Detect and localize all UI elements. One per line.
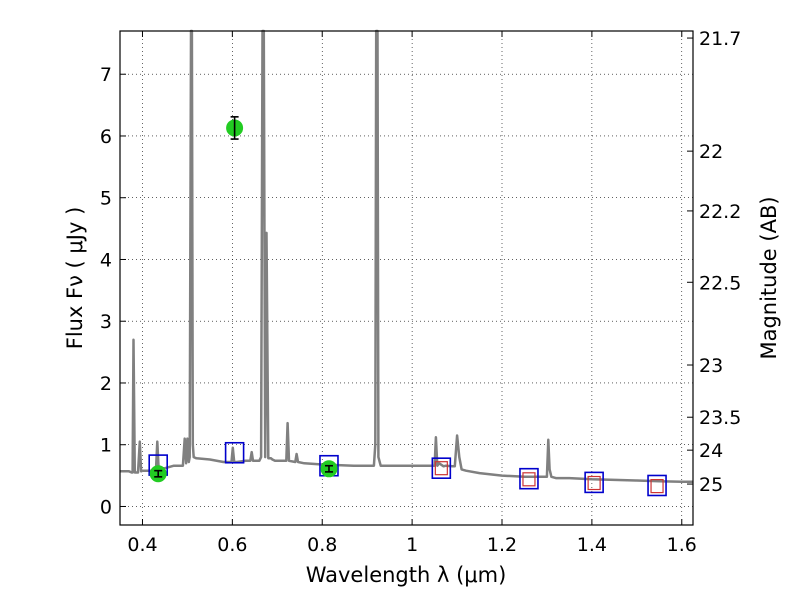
y-tick-label: 1	[100, 435, 112, 457]
mag-tick-label: 24	[699, 440, 723, 462]
mag-tick-label: 22.5	[699, 272, 741, 294]
x-tick-label: 0.6	[217, 534, 247, 556]
nir-photometry-square	[434, 461, 448, 476]
tick-layer: 0.4 0.6 0.8 1 1.2 1.4 1.60123456721.72222.222.…	[100, 28, 741, 556]
x-tick-label: 1.4	[577, 534, 607, 556]
y-axis-label: Flux Fν ( μJy )	[63, 207, 87, 350]
model-photometry-square	[224, 441, 245, 464]
mag-tick-label: 25	[699, 474, 723, 496]
y-tick-label: 0	[100, 496, 112, 518]
model-photometry-square	[647, 474, 667, 497]
x-tick-label: 1.6	[667, 534, 697, 556]
y2-axis-label: Magnitude (AB)	[757, 196, 781, 359]
nir-photometry-square	[650, 478, 664, 494]
spectrum-layer	[120, 29, 693, 484]
mag-tick-label: 23	[699, 355, 723, 377]
y-tick-label: 2	[100, 373, 112, 395]
model-spectrum-line	[120, 29, 693, 484]
y-tick-label: 7	[100, 64, 112, 86]
grid-layer	[120, 31, 693, 525]
mag-tick-label: 23.5	[699, 407, 741, 429]
x-axis-label: Wavelength λ (μm)	[306, 563, 507, 587]
y-tick-label: 4	[100, 249, 112, 271]
nir-photometry-square	[587, 475, 601, 491]
marker-layer	[148, 116, 667, 497]
plot-frame	[119, 30, 694, 526]
y-tick-label: 6	[100, 126, 112, 148]
x-tick-label: 1	[406, 534, 418, 556]
nir-photometry-square	[522, 472, 536, 487]
x-tick-label: 1.2	[487, 534, 517, 556]
x-tick-label: 0.4	[127, 534, 157, 556]
model-photometry-square	[519, 467, 539, 490]
y-tick-label: 3	[100, 311, 112, 333]
y-tick-label: 5	[100, 188, 112, 210]
mag-tick-label: 22.2	[699, 201, 741, 223]
x-tick-label: 0.8	[307, 534, 337, 556]
model-photometry-square	[431, 457, 452, 479]
mag-tick-label: 22	[699, 141, 723, 163]
mag-tick-label: 21.7	[699, 28, 741, 50]
model-photometry-square	[584, 471, 604, 494]
